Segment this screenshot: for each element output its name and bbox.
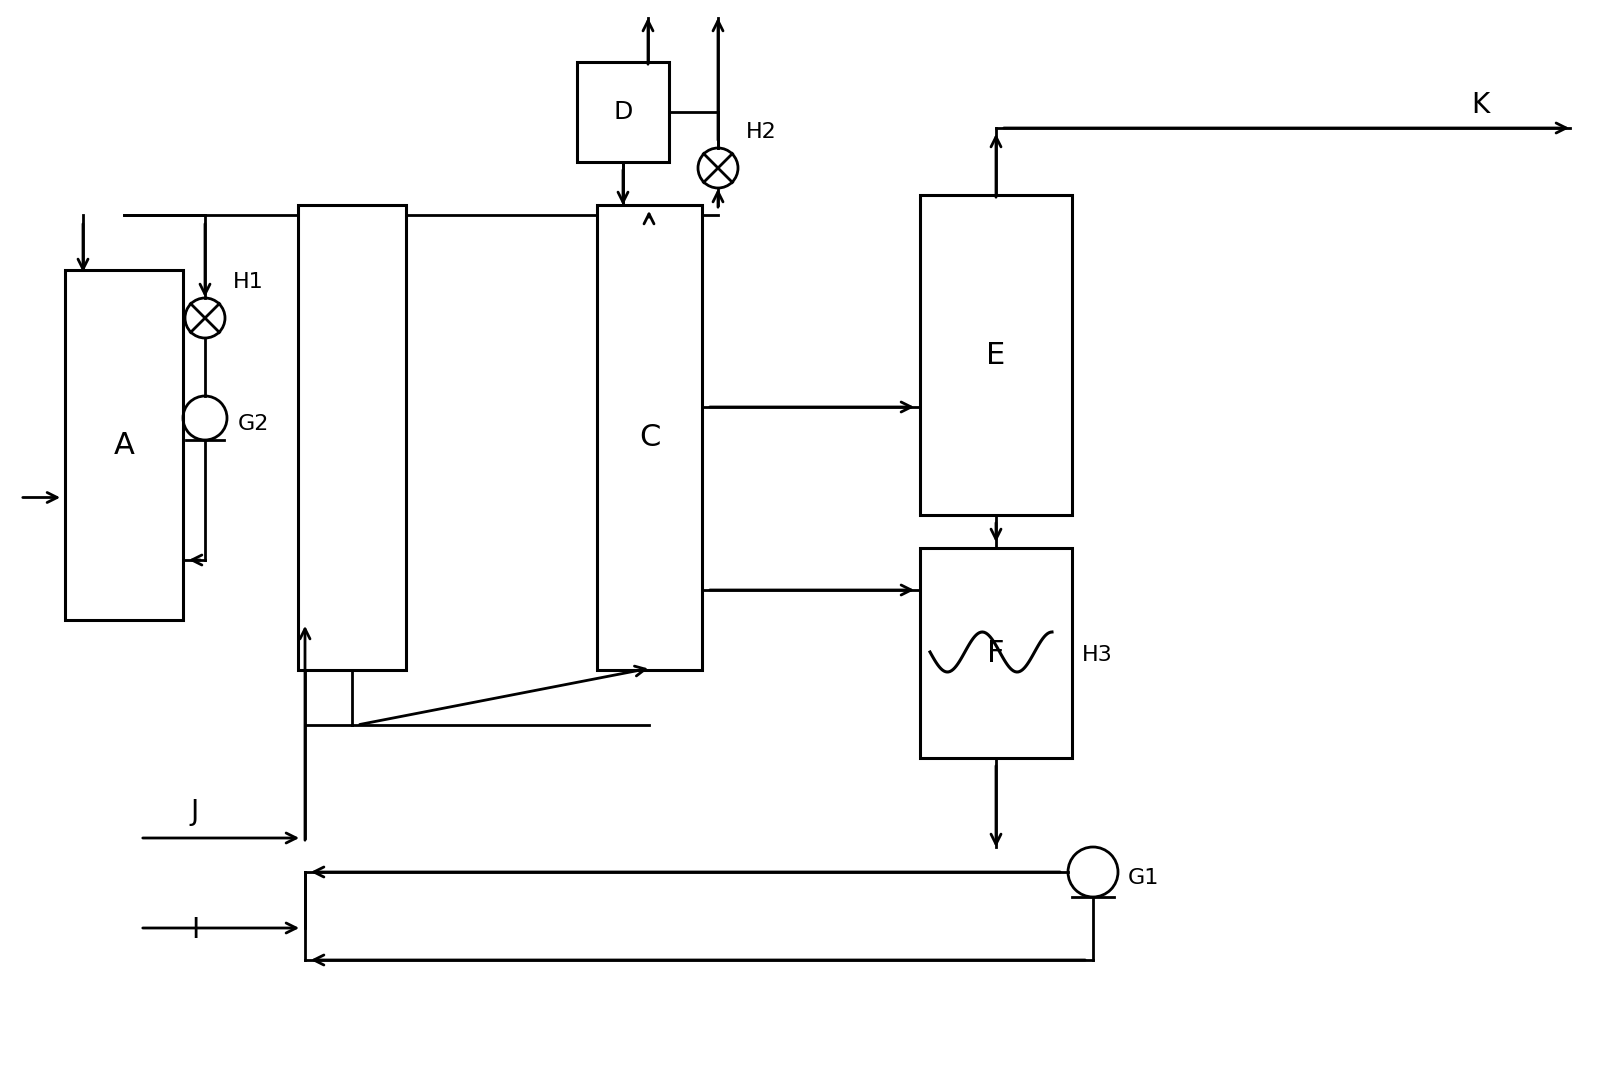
Bar — [299, 205, 405, 670]
Text: G2: G2 — [237, 413, 270, 434]
Bar — [597, 205, 702, 670]
Text: H2: H2 — [746, 122, 776, 142]
Text: K: K — [1470, 91, 1488, 119]
Bar — [920, 548, 1072, 758]
Text: J: J — [190, 798, 199, 826]
Text: D: D — [613, 100, 633, 124]
Text: A: A — [113, 431, 134, 459]
Bar — [65, 269, 182, 620]
Bar — [576, 62, 668, 161]
Text: F: F — [986, 638, 1004, 668]
Text: G1: G1 — [1127, 868, 1159, 888]
Bar — [920, 195, 1072, 515]
Text: H1: H1 — [232, 272, 263, 292]
Text: C: C — [639, 423, 660, 452]
Text: E: E — [986, 340, 1006, 370]
Text: I: I — [190, 916, 199, 944]
Text: H3: H3 — [1081, 645, 1112, 666]
